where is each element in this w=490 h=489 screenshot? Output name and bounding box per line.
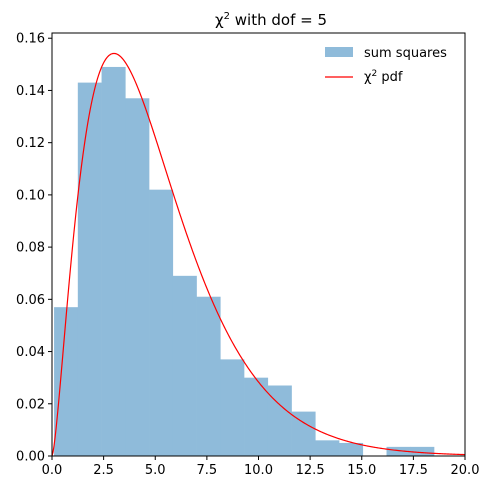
histogram-bar [410, 446, 435, 456]
legend-label-sum-squares: sum squares [364, 46, 447, 61]
histogram-bar [196, 296, 221, 456]
chi-square-pdf-curve [51, 52, 466, 457]
histogram-bar [54, 307, 79, 456]
histogram-bar [77, 82, 102, 456]
y-tick-label: 0.04 [16, 345, 45, 360]
y-tick-label: 0.02 [16, 397, 45, 412]
x-tick-label: 15.0 [347, 463, 376, 478]
histogram-bar [149, 189, 174, 456]
x-tick-label: 10.0 [244, 463, 273, 478]
histogram-bar [291, 411, 316, 456]
x-tick-label: 5.0 [145, 463, 166, 478]
histogram-bar [315, 440, 340, 456]
x-axis: 0.0 2.5 5.0 7.5 10.0 12.5 15.0 17.5 20.0 [42, 456, 480, 478]
legend-swatch-sum-squares [325, 47, 353, 57]
y-axis: 0.00 0.02 0.04 0.06 0.08 0.10 0.12 0.14 0.16 [16, 32, 52, 465]
x-tick-label: 7.5 [197, 463, 218, 478]
y-tick-label: 0.12 [16, 136, 45, 151]
histogram-bar [386, 446, 411, 456]
legend: sum squares χ2 pdf [325, 46, 447, 85]
histogram-bar [125, 98, 150, 457]
y-tick-label: 0.10 [16, 188, 45, 203]
x-tick-label: 12.5 [296, 463, 325, 478]
histogram-bar [339, 442, 364, 456]
histogram-bar [220, 359, 245, 456]
histogram-bar [101, 66, 126, 456]
x-tick-label: 0.0 [42, 463, 63, 478]
x-tick-label: 20.0 [451, 463, 480, 478]
y-tick-label: 0.14 [16, 84, 45, 99]
legend-label-pdf: χ2 pdf [364, 69, 403, 85]
y-tick-label: 0.00 [16, 450, 45, 465]
y-tick-label: 0.16 [16, 32, 45, 47]
histogram-bar [244, 377, 269, 456]
x-tick-label: 17.5 [399, 463, 428, 478]
histogram-bar [172, 275, 197, 456]
histogram-bars [54, 66, 435, 457]
y-tick-label: 0.06 [16, 293, 45, 308]
chart-title: χ2 with dof = 5 [215, 11, 327, 29]
x-tick-label: 2.5 [93, 463, 114, 478]
y-tick-label: 0.08 [16, 241, 45, 256]
